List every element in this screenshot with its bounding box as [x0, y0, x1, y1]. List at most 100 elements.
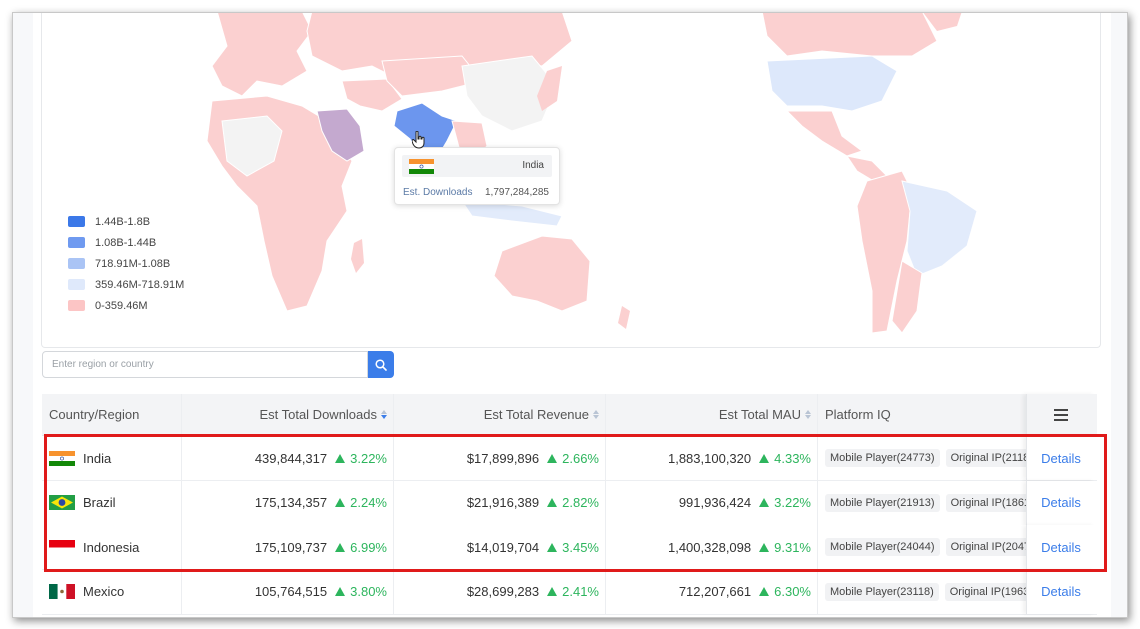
tooltip-country: India: [522, 160, 544, 171]
sort-mau-icon[interactable]: [805, 410, 811, 419]
details-link[interactable]: Details: [1041, 539, 1081, 555]
cell-platform: Mobile Player(24044) Original IP(2047: [818, 525, 1026, 569]
search-input[interactable]: [42, 351, 368, 378]
legend-swatch: [68, 279, 85, 290]
map-region-greenland: [923, 13, 962, 31]
cell-mau: 712,207,661 6.30%: [606, 569, 818, 614]
cell-downloads: 175,109,737 6.99%: [182, 525, 394, 569]
cell-platform: Mobile Player(21913) Original IP(1861: [818, 481, 1026, 525]
header-mau[interactable]: Est Total MAU: [606, 394, 818, 435]
cell-revenue: $28,699,283 2.41%: [394, 569, 606, 614]
up-arrow-icon: [547, 498, 558, 507]
mexico-flag-icon: [49, 584, 75, 599]
legend-item[interactable]: 718.91M-1.08B: [68, 253, 184, 274]
cell-action: Details: [1026, 525, 1095, 569]
mau-value: 991,936,424: [678, 495, 752, 510]
mau-value: 1,400,328,098: [667, 539, 752, 555]
column-menu-button[interactable]: [1026, 394, 1095, 435]
details-link[interactable]: Details: [1041, 450, 1081, 466]
details-link[interactable]: Details: [1041, 584, 1081, 599]
legend-swatch: [68, 258, 85, 269]
header-mau-label: Est Total MAU: [718, 407, 801, 422]
cell-downloads: 439,844,317 3.22%: [182, 436, 394, 480]
content-card: 1.44B-1.8B 1.08B-1.44B 718.91M-1.08B 359.46…: [33, 13, 1111, 617]
mau-growth: 6.30%: [759, 584, 811, 599]
mau-value: 712,207,661: [678, 584, 752, 599]
map-region-new-zealand: [618, 306, 630, 329]
downloads-growth-value: 6.99%: [350, 539, 387, 555]
header-platform: Platform IQ: [825, 407, 891, 422]
platform-tag[interactable]: Original IP(1963: [944, 582, 1026, 601]
screenshot-frame: 1.44B-1.8B 1.08B-1.44B 718.91M-1.08B 359.46…: [12, 12, 1128, 618]
legend-swatch: [68, 237, 85, 248]
map-region-africa-empty: [221, 115, 283, 177]
downloads-growth: 3.22%: [335, 451, 387, 466]
header-downloads[interactable]: Est Total Downloads: [182, 394, 394, 435]
mau-growth-value: 6.30%: [774, 584, 811, 599]
map-region-usa: [766, 55, 898, 112]
table-row: Indonesia 175,109,737 6.99% $14,019,704 …: [42, 525, 1097, 570]
details-link[interactable]: Details: [1041, 495, 1081, 510]
legend-label: 1.44B-1.8B: [95, 215, 151, 228]
up-arrow-icon: [335, 587, 346, 596]
map-region-central-asia: [381, 55, 483, 97]
revenue-value: $17,899,896: [466, 450, 540, 466]
map-region-mexico: [785, 110, 864, 157]
downloads-growth-value: 3.22%: [350, 450, 387, 466]
legend-item[interactable]: 1.44B-1.8B: [68, 211, 184, 232]
up-arrow-icon: [547, 587, 558, 596]
map-region-canada: [761, 13, 938, 57]
map-region-madagascar: [351, 239, 364, 273]
search-button[interactable]: [368, 351, 394, 378]
india-flag-icon: [409, 159, 434, 174]
map-region-brazil: [901, 180, 978, 277]
legend-label: 359.46M-718.91M: [95, 278, 185, 291]
platform-tag[interactable]: Original IP(2118: [945, 449, 1026, 467]
sort-revenue-icon[interactable]: [593, 410, 599, 419]
platform-tag[interactable]: Mobile Player(24773): [825, 449, 940, 467]
mau-growth: 9.31%: [759, 540, 811, 555]
platform-tag[interactable]: Mobile Player(23118): [825, 582, 939, 601]
country-name: Mexico: [83, 584, 125, 599]
revenue-value: $14,019,704: [466, 539, 540, 555]
header-downloads-label: Est Total Downloads: [259, 407, 377, 422]
revenue-value: $28,699,283: [466, 584, 540, 599]
revenue-growth: 2.41%: [547, 584, 599, 599]
search-icon: [375, 358, 387, 371]
world-map-panel: 1.44B-1.8B 1.08B-1.44B 718.91M-1.08B 359.46…: [41, 12, 1101, 348]
map-region-saudi-arabia: [316, 108, 365, 162]
map-region-japan: [537, 66, 562, 111]
cell-action: Details: [1026, 569, 1095, 614]
up-arrow-icon: [547, 542, 558, 552]
tooltip-metric-label: Est. Downloads: [403, 187, 473, 198]
platform-tag[interactable]: Mobile Player(24044): [825, 538, 940, 556]
map-region-australia: [493, 235, 591, 312]
indonesia-flag-icon: [49, 539, 75, 555]
platform-tag[interactable]: Original IP(2047: [945, 538, 1026, 556]
table-header: Country/Region Est Total Downloads Est T…: [42, 394, 1097, 436]
revenue-growth: 3.45%: [547, 540, 599, 555]
platform-tag[interactable]: Original IP(1861: [945, 493, 1026, 512]
legend-item[interactable]: 1.08B-1.44B: [68, 232, 184, 253]
downloads-growth-value: 3.80%: [350, 584, 387, 599]
platform-tag[interactable]: Mobile Player(21913): [825, 493, 940, 512]
cell-country: Brazil: [42, 480, 182, 525]
cell-revenue: $17,899,896 2.66%: [394, 436, 606, 480]
header-revenue[interactable]: Est Total Revenue: [394, 394, 606, 435]
cell-country: Indonesia: [42, 525, 182, 569]
downloads-value: 105,764,515: [254, 584, 328, 599]
up-arrow-icon: [547, 453, 558, 463]
legend-label: 718.91M-1.08B: [95, 257, 171, 270]
world-map[interactable]: [42, 12, 1100, 347]
legend-swatch: [68, 300, 85, 311]
sort-downloads-icon[interactable]: [381, 410, 387, 419]
cell-revenue: $21,916,389 2.82%: [394, 480, 606, 525]
cell-mau: 991,936,424 3.22%: [606, 480, 818, 525]
map-region-china: [461, 55, 558, 132]
cell-action: Details: [1026, 480, 1095, 525]
revenue-growth-value: 3.45%: [562, 539, 599, 555]
country-name: India: [83, 450, 112, 466]
legend-item[interactable]: 359.46M-718.91M: [68, 274, 184, 295]
legend-item[interactable]: 0-359.46M: [68, 295, 184, 316]
map-region-europe: [211, 13, 313, 97]
